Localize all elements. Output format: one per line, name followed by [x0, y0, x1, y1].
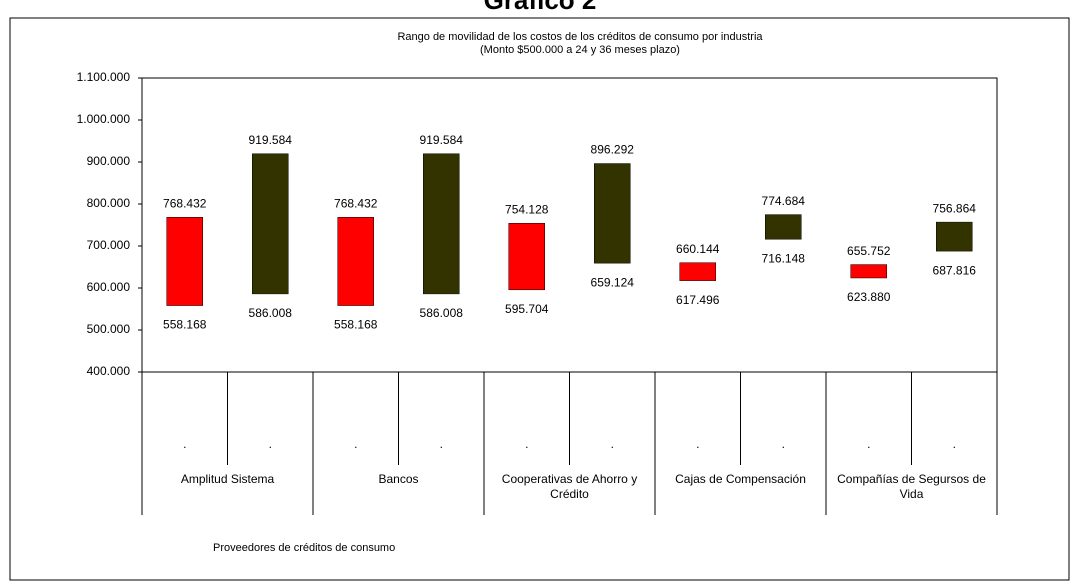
range-bar: [679, 262, 716, 281]
group-label: Cajas de Compensación: [675, 472, 806, 486]
x-tick-label: .: [440, 437, 443, 451]
range-bar: [252, 153, 289, 295]
low-label: 659.124: [591, 275, 635, 289]
high-label: 655.752: [847, 244, 891, 258]
group-label: Bancos: [378, 472, 419, 486]
chart-subtitle: (Monto $500.000 a 24 y 36 meses plazo): [480, 44, 680, 56]
low-label: 716.148: [762, 251, 806, 265]
y-tick-label: 400.000: [87, 364, 131, 378]
x-tick-label: .: [696, 437, 699, 451]
high-label: 768.432: [334, 196, 378, 210]
x-tick-label: .: [953, 437, 956, 451]
y-tick-label: 800.000: [87, 196, 131, 210]
x-tick-label: .: [525, 437, 528, 451]
y-tick-label: 1.000.000: [77, 112, 131, 126]
group-label: Amplitud Sistema: [180, 472, 275, 486]
range-bar: [508, 223, 545, 291]
range-bar: [594, 163, 631, 264]
x-tick-label: .: [611, 437, 614, 451]
high-label: 919.584: [249, 133, 293, 147]
range-bar: [337, 217, 374, 306]
low-label: 586.008: [420, 306, 464, 320]
group-label: Compañías de Segursos de Vida: [837, 472, 986, 501]
x-tick-label: .: [354, 437, 357, 451]
y-tick-label: 600.000: [87, 280, 131, 294]
x-tick-label: .: [269, 437, 272, 451]
low-label: 595.704: [505, 302, 549, 316]
range-bar: [936, 221, 973, 252]
x-axis-title: Proveedores de créditos de consumo: [213, 542, 395, 554]
high-label: 896.292: [591, 143, 635, 157]
high-label: 774.684: [762, 194, 806, 208]
high-label: 660.144: [676, 242, 720, 256]
low-label: 623.880: [847, 290, 891, 304]
y-tick-label: 1.100.000: [77, 70, 131, 84]
high-label: 754.128: [505, 202, 549, 216]
high-label: 919.584: [420, 133, 464, 147]
chart-title: Rango de movilidad de los costos de los …: [397, 31, 763, 43]
low-label: 586.008: [249, 306, 293, 320]
x-tick-label: .: [867, 437, 870, 451]
y-tick-label: 500.000: [87, 322, 131, 336]
high-label: 756.864: [933, 201, 977, 215]
x-tick-label: .: [782, 437, 785, 451]
low-label: 558.168: [334, 318, 378, 332]
group-label: Cooperativas de Ahorro y Crédito: [501, 472, 638, 501]
low-label: 617.496: [676, 293, 720, 307]
range-bar: [166, 217, 203, 306]
y-tick-label: 900.000: [87, 154, 131, 168]
heading: Gráfico 2: [484, 0, 597, 15]
high-label: 768.432: [163, 196, 207, 210]
range-bar: [850, 264, 887, 279]
x-tick-label: .: [183, 437, 186, 451]
low-label: 558.168: [163, 318, 207, 332]
range-bar: [423, 153, 460, 295]
low-label: 687.816: [933, 263, 977, 277]
range-bar: [765, 214, 802, 240]
y-tick-label: 700.000: [87, 238, 131, 252]
